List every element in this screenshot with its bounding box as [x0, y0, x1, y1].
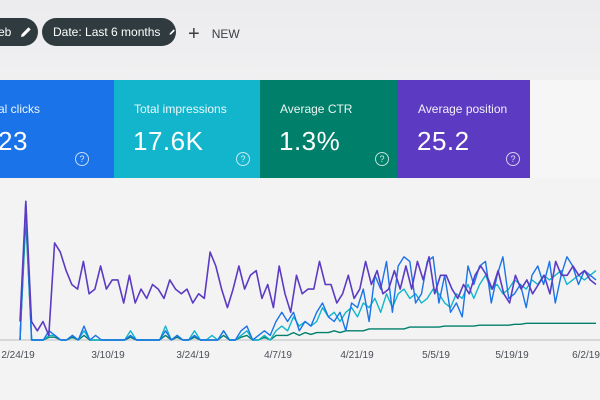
series-line-impressions [19, 209, 597, 341]
date-filter-chip[interactable]: Date: Last 6 months [42, 18, 176, 46]
help-icon[interactable]: ? [375, 152, 389, 166]
x-tick-label: 3/10/19 [91, 350, 125, 361]
series-line-position [19, 200, 597, 337]
x-tick-label: 5/5/19 [422, 350, 450, 361]
metric-title: Total impressions [134, 102, 227, 116]
metric-value: 23 [0, 126, 28, 156]
x-tick-label: 4/7/19 [264, 350, 292, 361]
edit-pencil-icon[interactable] [169, 26, 176, 38]
metric-title: al clicks [0, 102, 41, 116]
metric-cards: al clicks 23 ? Total impressions 17.6K ?… [0, 80, 600, 178]
filter-chip[interactable]: eb [0, 18, 38, 46]
plus-icon: + [188, 23, 200, 45]
new-filter-button[interactable]: + NEW [188, 22, 240, 46]
performance-chart-svg: 2/24/19 3/10/19 3/24/19 4/7/19 4/21/19 5/5/19… [0, 200, 600, 361]
filter-chip-label: eb [0, 25, 12, 39]
metric-card-average-position[interactable]: Average position 25.2 ? [398, 80, 530, 178]
help-icon[interactable]: ? [75, 152, 89, 166]
metric-cards-remainder [530, 80, 600, 178]
date-filter-label: Date: Last 6 months [53, 25, 161, 39]
x-tick-label: 4/21/19 [340, 350, 374, 361]
x-tick-label: 3/24/19 [176, 350, 210, 361]
help-icon[interactable]: ? [506, 152, 520, 166]
help-icon[interactable]: ? [236, 152, 250, 166]
metric-value: 17.6K [133, 126, 204, 156]
edit-pencil-icon[interactable] [20, 26, 32, 38]
metric-title: Average position [418, 102, 508, 116]
metric-card-total-clicks[interactable]: al clicks 23 ? [0, 80, 114, 178]
new-filter-label: NEW [211, 27, 240, 41]
series-line-clicks [19, 200, 597, 341]
x-tick-label: 5/19/19 [495, 350, 529, 361]
performance-chart: 2/24/19 3/10/19 3/24/19 4/7/19 4/21/19 5/5/19… [0, 178, 600, 400]
x-tick-label: 6/2/19 [572, 350, 600, 361]
x-tick-label: 2/24/19 [1, 350, 35, 361]
series-line-ctr [19, 219, 596, 341]
metric-value: 25.2 [417, 126, 470, 156]
metric-title: Average CTR [280, 102, 353, 116]
metric-value: 1.3% [279, 126, 341, 156]
metric-card-total-impressions[interactable]: Total impressions 17.6K ? [114, 80, 260, 178]
metric-card-average-ctr[interactable]: Average CTR 1.3% ? [260, 80, 398, 178]
